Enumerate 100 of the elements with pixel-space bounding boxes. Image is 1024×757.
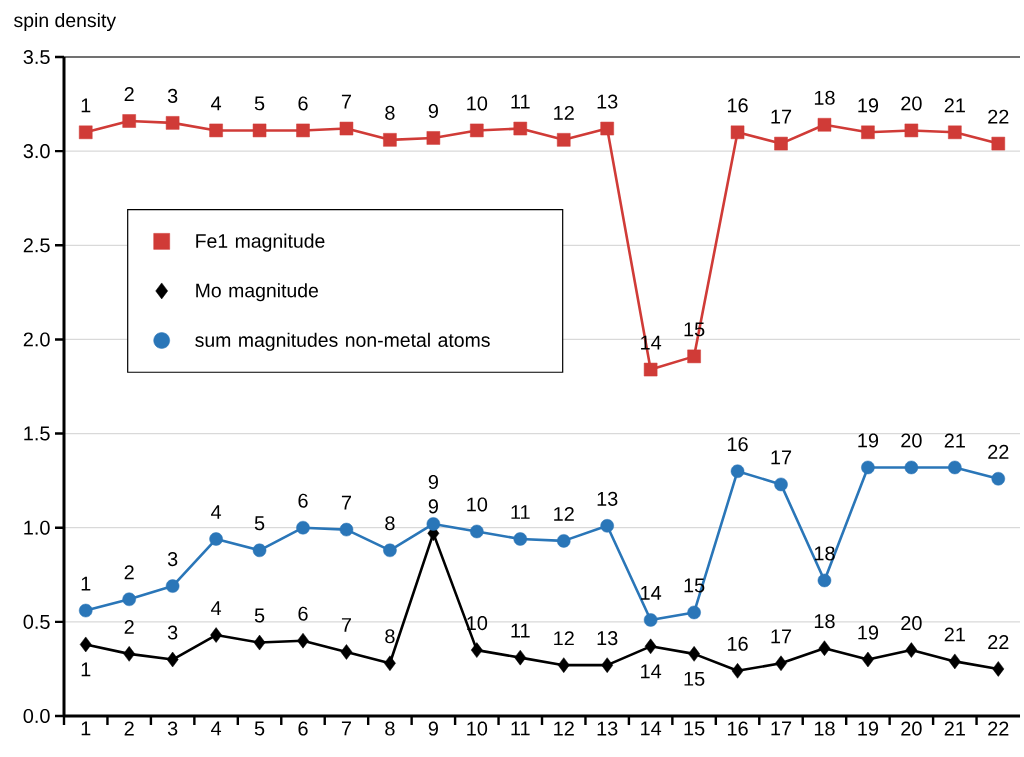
point <box>78 603 93 618</box>
x-tick-label: 13 <box>597 721 618 736</box>
x-tick-label: 4 <box>211 721 222 736</box>
point <box>730 125 745 140</box>
point <box>948 653 961 670</box>
annotation: 6 <box>298 96 308 111</box>
annotation: 11 <box>511 623 530 638</box>
annotation: 11 <box>511 505 530 519</box>
legend-label: sum magnitudes non-metal atoms <box>195 332 490 351</box>
x-tick-label: 17 <box>771 721 792 736</box>
annotation: 13 <box>597 491 618 506</box>
x-tick-label: 21 <box>944 721 965 736</box>
x-tick-label: 2 <box>124 721 134 736</box>
annotation: 1 <box>81 98 91 113</box>
annotation: 17 <box>771 109 792 124</box>
point <box>209 123 223 138</box>
annotation: 17 <box>771 629 792 644</box>
annotation: 12 <box>554 631 574 646</box>
point <box>383 133 397 147</box>
annotation: 6 <box>298 493 308 508</box>
point <box>339 121 354 136</box>
point <box>556 534 571 548</box>
annotation: 22 <box>988 444 1009 459</box>
point <box>861 125 875 140</box>
x-tick-label: 12 <box>554 721 574 736</box>
point <box>905 642 918 658</box>
annotation: 1 <box>81 576 91 591</box>
annotation: 1 <box>81 662 91 677</box>
annotation: 15 <box>684 671 705 686</box>
annotation: 12 <box>554 506 574 521</box>
annotation: 16 <box>727 636 748 651</box>
y-tick-label: 3.0 <box>23 144 50 159</box>
point <box>687 605 701 620</box>
annotation: 9 <box>428 103 438 118</box>
point <box>861 460 875 475</box>
point <box>731 663 744 679</box>
annotation: 17 <box>771 450 792 465</box>
annotation: 9 <box>428 474 438 489</box>
annotation: 2 <box>124 619 134 634</box>
point <box>166 651 179 668</box>
annotation: 18 <box>814 614 835 629</box>
annotation: 3 <box>167 625 178 640</box>
point <box>253 634 266 651</box>
x-tick-label: 3 <box>167 721 178 736</box>
annotation: 2 <box>124 565 134 580</box>
annotation: 12 <box>554 105 574 120</box>
y-tick-label: 0.0 <box>23 708 50 724</box>
point <box>601 657 614 673</box>
point <box>643 613 658 627</box>
point <box>209 532 223 546</box>
annotation: 18 <box>814 90 835 105</box>
y-tick-label: 1.0 <box>24 520 50 535</box>
y-tick-label: 3.5 <box>23 49 50 65</box>
x-tick-label: 19 <box>858 721 879 736</box>
annotation: 7 <box>341 495 351 510</box>
x-tick-label: 15 <box>684 721 705 736</box>
point <box>78 125 93 140</box>
point <box>687 349 701 364</box>
point <box>818 640 831 656</box>
annotation: 2 <box>124 87 134 101</box>
y-tick-label: 1.5 <box>24 426 50 441</box>
annotation: 14 <box>641 664 662 679</box>
point <box>557 657 570 673</box>
annotation: 22 <box>988 634 1009 649</box>
point <box>123 646 136 662</box>
x-tick-label: 18 <box>814 721 835 736</box>
annotation: 3 <box>167 552 178 567</box>
y-tick-label: 2.5 <box>23 238 50 253</box>
annotation: 7 <box>341 618 351 632</box>
x-tick-label: 14 <box>641 721 662 736</box>
y-tick-label: 2.0 <box>23 332 50 347</box>
annotation: 8 <box>385 516 395 531</box>
annotation: 4 <box>211 601 222 615</box>
annotation: 6 <box>298 606 308 621</box>
annotation: 4 <box>211 96 222 111</box>
point <box>904 123 919 138</box>
annotation: 9 <box>428 499 438 514</box>
point <box>79 636 92 653</box>
point <box>991 472 1006 486</box>
x-tick-label: 20 <box>901 721 922 736</box>
point <box>210 627 222 643</box>
point <box>339 522 354 537</box>
point <box>384 655 396 672</box>
point <box>774 477 788 492</box>
point <box>904 460 919 475</box>
point <box>643 362 658 377</box>
point <box>122 114 136 128</box>
point <box>252 543 267 558</box>
point <box>296 123 310 138</box>
point <box>948 460 962 475</box>
point <box>165 579 180 593</box>
x-tick-label: 22 <box>988 721 1009 736</box>
annotation: 5 <box>254 608 265 623</box>
annotation: 19 <box>858 625 879 640</box>
annotation: 14 <box>641 586 662 600</box>
point <box>513 532 528 546</box>
x-tick-label: 1 <box>81 721 91 736</box>
annotation: 16 <box>727 98 748 113</box>
annotation: 19 <box>858 433 879 448</box>
annotation: 3 <box>167 88 178 103</box>
